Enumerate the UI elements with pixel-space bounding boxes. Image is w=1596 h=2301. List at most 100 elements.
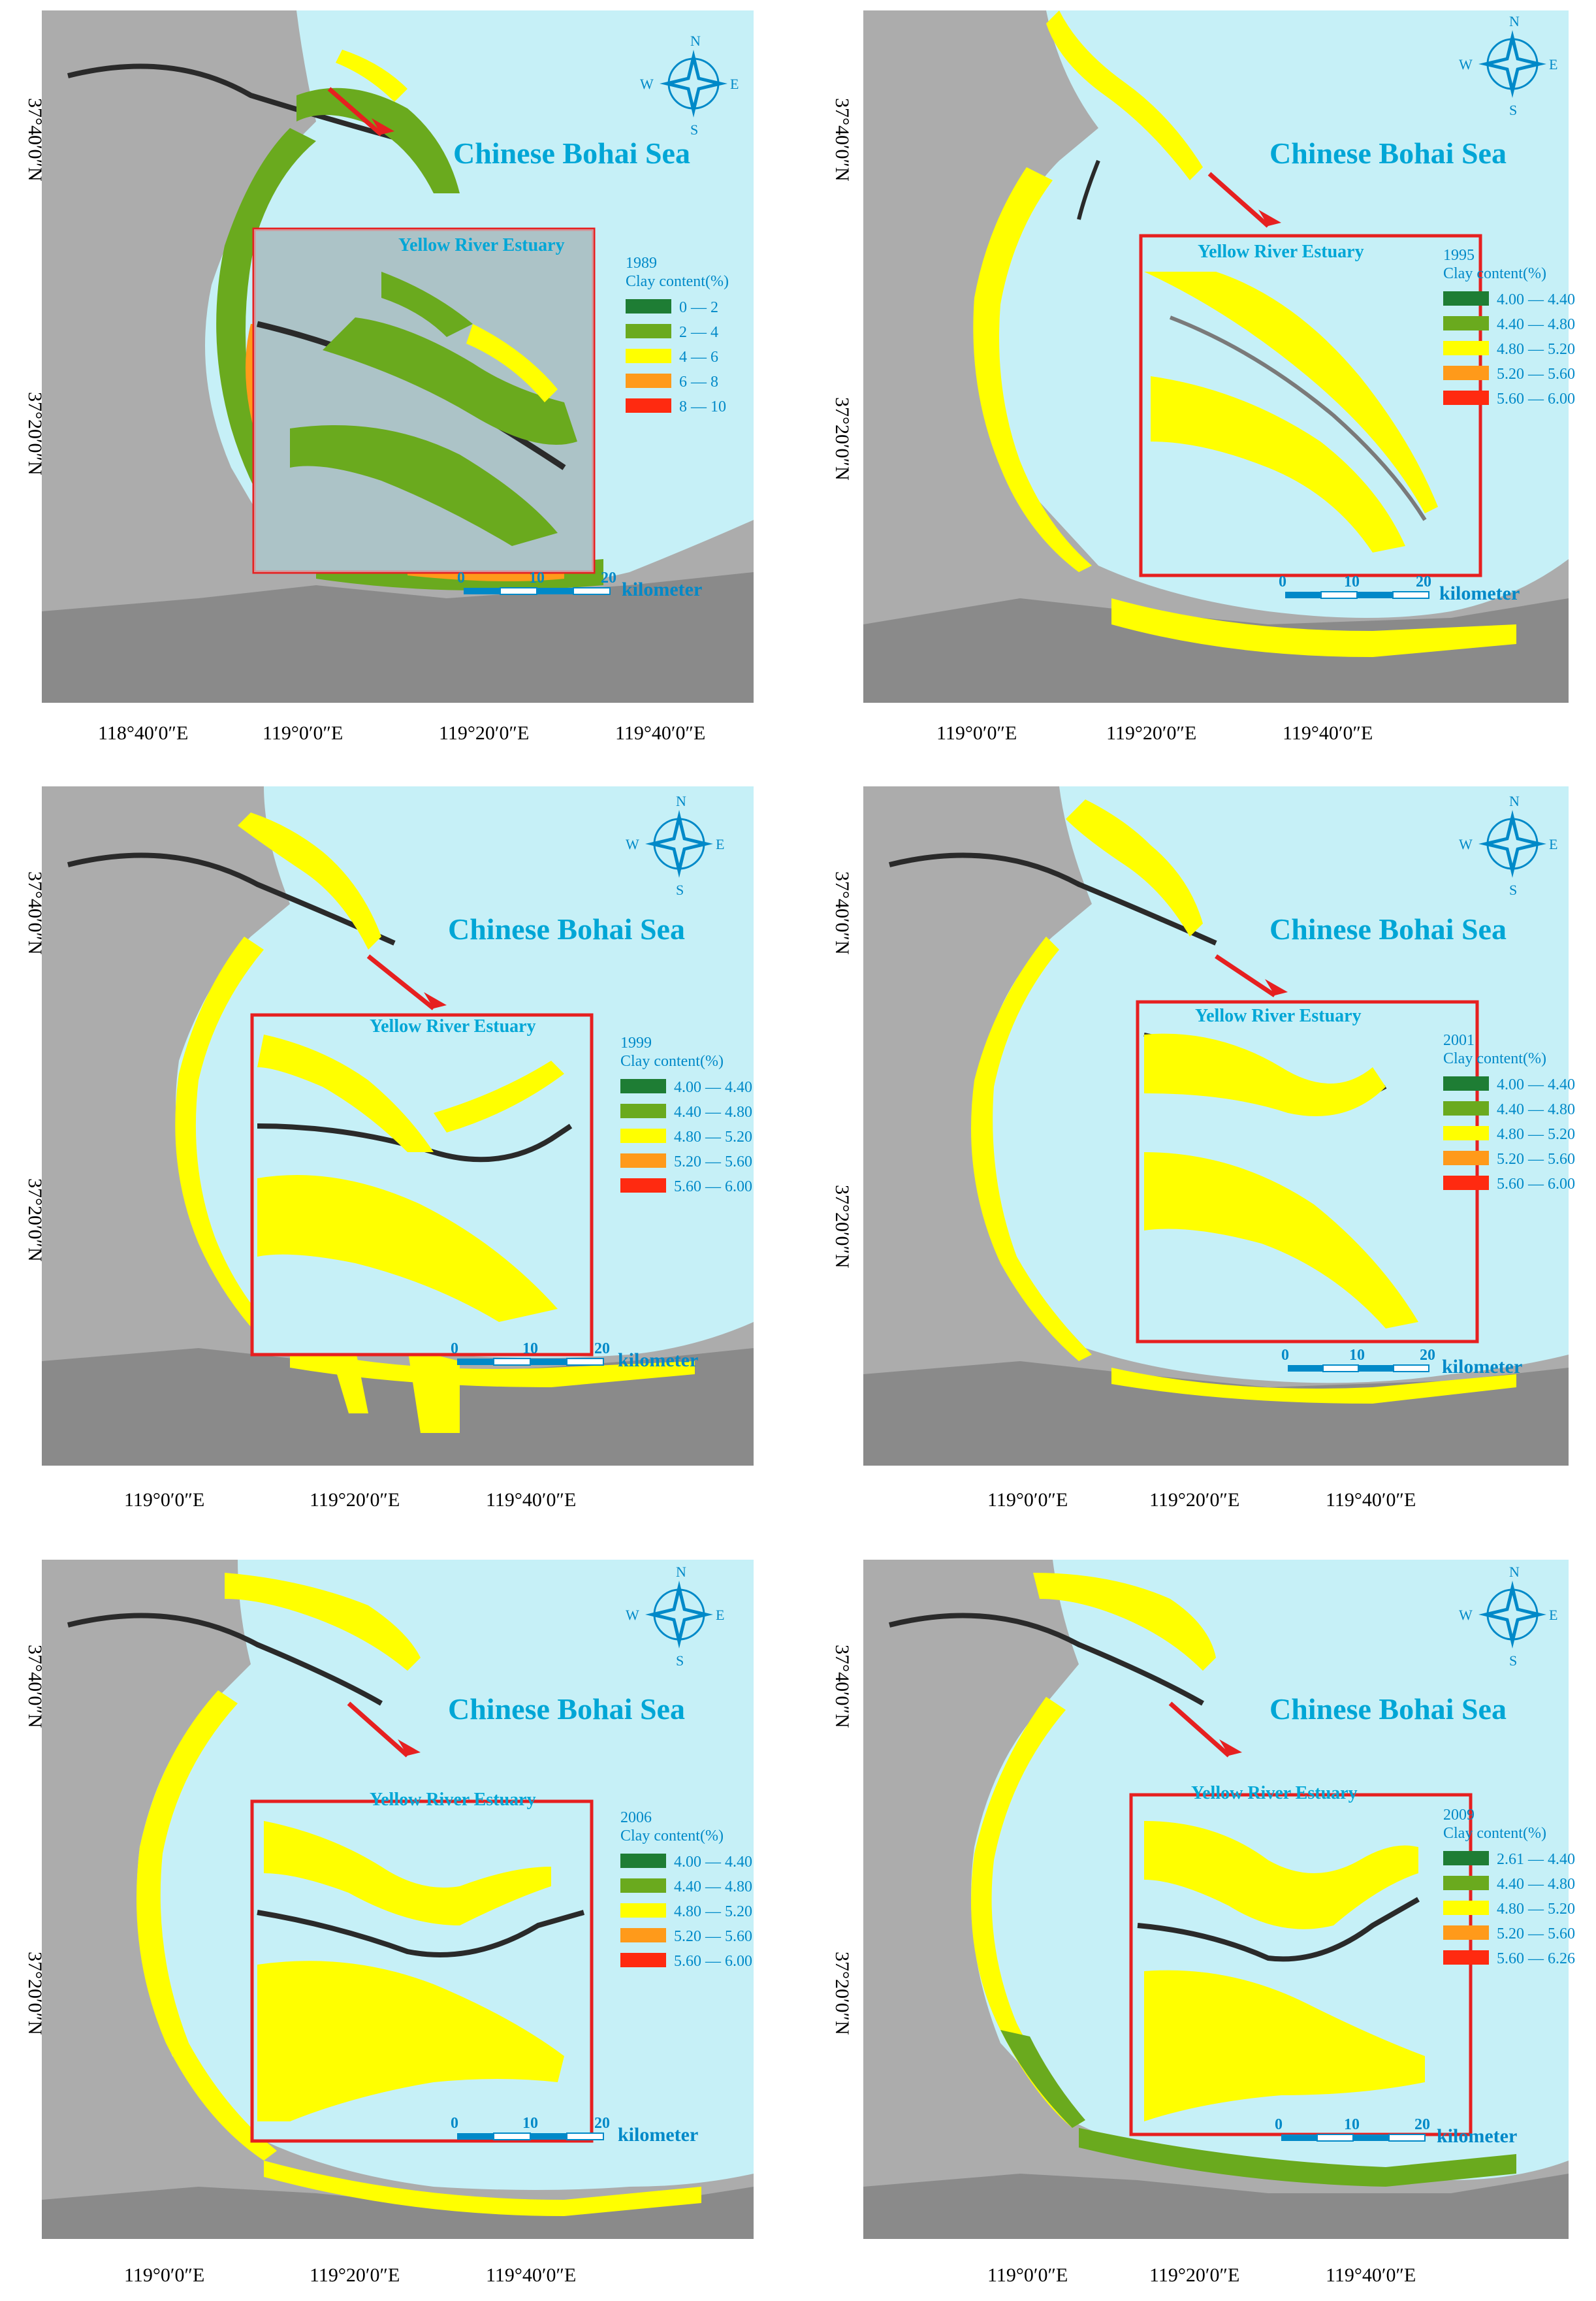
legend: 1999 Clay content(%) 4.00 — 4.40 4.40 — … <box>620 1035 752 1195</box>
scale-tick: 20 <box>1416 573 1431 590</box>
compass-s: S <box>676 1652 684 1669</box>
legend-item: 5.60 — 6.00 <box>674 1178 752 1195</box>
scale-tick: 10 <box>529 570 545 587</box>
sea-label: Chinese Bohai Sea <box>448 1692 685 1726</box>
legend: 2001 Clay content(%) 4.00 — 4.40 4.40 — … <box>1443 1032 1575 1193</box>
legend-item: 2 — 4 <box>679 324 718 341</box>
legend-item: 4.00 — 4.40 <box>1497 1076 1575 1093</box>
legend-year: 2006 <box>620 1809 652 1826</box>
scale-unit: kilometer <box>618 1349 698 1371</box>
estuary-label: Yellow River Estuary <box>1195 1006 1362 1026</box>
compass-s: S <box>1509 882 1517 898</box>
compass-n: N <box>690 33 701 49</box>
map-panel-2001: Chinese Bohai Sea Yellow River Estuary N… <box>798 767 1596 1534</box>
compass-n: N <box>676 1564 686 1580</box>
scale-unit: kilometer <box>1442 1356 1522 1377</box>
legend-heading: Clay content(%) <box>626 273 729 290</box>
compass-s: S <box>690 121 698 138</box>
compass-w: W <box>1459 836 1473 852</box>
yellow-river <box>67 63 409 144</box>
lat-label: 37°20′0″N <box>24 1178 46 1262</box>
lat-label: 37°40′0″N <box>831 1645 853 1728</box>
map-svg: Chinese Bohai Sea Yellow River Estuary N… <box>24 10 754 744</box>
map-svg: Chinese Bohai Sea Yellow River Estuary N… <box>831 10 1575 744</box>
scale-tick: 20 <box>594 1340 610 1357</box>
compass-rose: N S E W <box>640 33 739 138</box>
lon-label: 119°0′0″E <box>936 722 1017 744</box>
lon-label: 119°0′0″E <box>124 2264 204 2286</box>
estuary-label: Yellow River Estuary <box>398 235 565 255</box>
legend-heading: Clay content(%) <box>1443 265 1546 282</box>
compass-n: N <box>1509 793 1520 809</box>
legend: 1989 Clay content(%) 0 — 2 2 — 4 4 — 6 6… <box>626 255 729 415</box>
map-panel-1995: Chinese Bohai Sea Yellow River Estuary N… <box>798 0 1596 767</box>
scale-bar: 0 10 20 kilometer <box>451 2115 698 2146</box>
map-svg: Chinese Bohai Sea Yellow River Estuary N… <box>24 786 754 1511</box>
legend-item: 4.80 — 5.20 <box>674 1903 752 1920</box>
legend-item: 4.80 — 5.20 <box>1497 1126 1575 1143</box>
compass-e: E <box>1549 1607 1557 1623</box>
sea-label: Chinese Bohai Sea <box>453 137 690 170</box>
estuary-label: Yellow River Estuary <box>370 1016 536 1037</box>
legend-item: 5.60 — 6.26 <box>1497 1950 1575 1967</box>
compass-rose: N S E W <box>1459 13 1557 118</box>
legend-item: 4.80 — 5.20 <box>1497 1901 1575 1918</box>
lat-label: 37°40′0″N <box>24 98 46 182</box>
legend-item: 4.00 — 4.40 <box>1497 291 1575 308</box>
legend: 2009 Clay content(%) 2.61 — 4.40 4.40 — … <box>1443 1807 1575 1967</box>
compass-s: S <box>1509 1652 1517 1669</box>
lon-label: 119°0′0″E <box>987 2264 1068 2286</box>
legend-heading: Clay content(%) <box>620 1053 724 1070</box>
scale-tick: 20 <box>1420 1347 1435 1364</box>
compass-e: E <box>716 1607 724 1623</box>
legend-item: 4.40 — 4.80 <box>674 1104 752 1121</box>
compass-w: W <box>640 76 654 92</box>
estuary-label: Yellow River Estuary <box>1198 242 1364 262</box>
compass-w: W <box>1459 1607 1473 1623</box>
lat-label: 37°20′0″N <box>24 392 46 475</box>
scale-tick: 0 <box>1275 2116 1283 2133</box>
lon-label: 119°20′0″E <box>1106 722 1196 744</box>
compass-n: N <box>1509 13 1520 29</box>
sea-label: Chinese Bohai Sea <box>1269 1692 1507 1726</box>
lon-label: 119°0′0″E <box>987 1489 1068 1511</box>
legend-item: 5.20 — 5.60 <box>1497 1925 1575 1942</box>
lon-label: 119°40′0″E <box>615 722 705 744</box>
scale-tick: 10 <box>522 2115 538 2132</box>
lon-label: 119°40′0″E <box>486 2264 576 2286</box>
legend: 1995 Clay content(%) 4.00 — 4.40 4.40 — … <box>1443 247 1575 408</box>
lat-label: 37°40′0″N <box>24 871 46 955</box>
lat-label: 37°40′0″N <box>831 98 853 182</box>
lon-label: 119°40′0″E <box>486 1489 576 1511</box>
legend-year: 2009 <box>1443 1807 1475 1824</box>
legend-year: 2001 <box>1443 1032 1475 1049</box>
legend-item: 5.60 — 6.00 <box>674 1953 752 1970</box>
scale-bar: 0 10 20 kilometer <box>1279 573 1520 604</box>
compass-w: W <box>626 836 639 852</box>
scale-bar: 0 10 20 kilometer <box>1281 1347 1522 1377</box>
scale-unit: kilometer <box>618 2124 698 2146</box>
scale-unit: kilometer <box>622 579 702 600</box>
legend-year: 1989 <box>626 255 657 272</box>
scale-tick: 20 <box>594 2115 610 2132</box>
scale-tick: 0 <box>457 570 465 587</box>
legend-item: 4.40 — 4.80 <box>1497 316 1575 333</box>
legend-heading: Clay content(%) <box>1443 1050 1546 1067</box>
scale-unit: kilometer <box>1439 583 1520 604</box>
compass-e: E <box>1549 56 1557 72</box>
legend-item: 5.60 — 6.00 <box>1497 391 1575 408</box>
scale-tick: 0 <box>1281 1347 1289 1364</box>
lat-label: 37°20′0″N <box>831 1952 853 2035</box>
map-svg: Chinese Bohai Sea Yellow River Estuary N… <box>831 1560 1575 2286</box>
compass-w: W <box>1459 56 1473 72</box>
scale-tick: 10 <box>522 1340 538 1357</box>
lat-label: 37°20′0″N <box>831 397 853 481</box>
legend-item: 5.20 — 5.60 <box>674 1928 752 1945</box>
legend-item: 5.60 — 6.00 <box>1497 1176 1575 1193</box>
scale-tick: 0 <box>451 2115 458 2132</box>
legend-year: 1995 <box>1443 247 1475 264</box>
lon-label: 119°20′0″E <box>439 722 529 744</box>
lon-label: 119°20′0″E <box>1149 1489 1239 1511</box>
lon-label: 119°20′0″E <box>1149 2264 1239 2286</box>
scale-bar: 0 10 20 kilometer <box>451 1340 698 1371</box>
